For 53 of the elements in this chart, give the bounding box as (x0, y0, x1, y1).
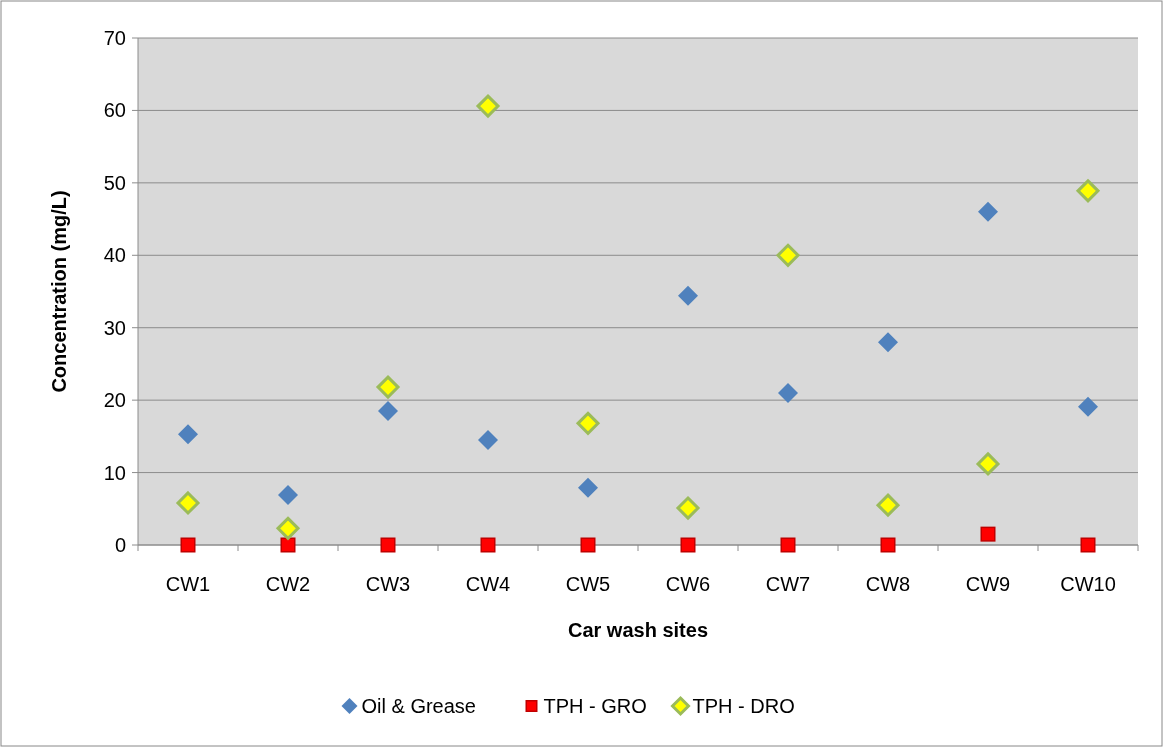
point (976, 452, 1000, 476)
point (378, 401, 398, 422)
y-tick-label: 10 (103, 461, 126, 484)
point (376, 375, 400, 399)
point (680, 537, 696, 553)
point (878, 332, 898, 353)
legend-label: TPH - GRO (543, 695, 647, 717)
x-tick-label: CW9 (965, 573, 1011, 595)
point (676, 496, 700, 520)
legend-label: Oil & Grease (361, 695, 476, 717)
point (880, 537, 896, 553)
y-tick-label: 20 (103, 389, 126, 412)
x-tick-label: CW6 (665, 573, 711, 595)
legend-label: TPH - DRO (692, 695, 795, 717)
point (576, 411, 600, 435)
x-tick-label: CW4 (465, 573, 511, 595)
y-tick-label: 30 (103, 316, 126, 339)
point (280, 537, 296, 553)
point (980, 526, 996, 542)
point (180, 537, 196, 553)
point (778, 382, 798, 403)
y-tick-label: 50 (103, 171, 126, 194)
x-tick-label: CW8 (865, 573, 911, 595)
x-tick-label: CW7 (765, 573, 811, 595)
point (276, 516, 300, 540)
x-tick-label: CW2 (265, 573, 311, 595)
point (176, 491, 200, 515)
x-axis-title: Car wash sites (567, 619, 709, 641)
point (678, 285, 698, 306)
point (476, 94, 500, 118)
point (1078, 396, 1098, 417)
point (978, 201, 998, 222)
point (278, 485, 298, 506)
y-tick-label: 60 (103, 99, 126, 122)
point (178, 424, 198, 445)
point (776, 243, 800, 267)
point (580, 537, 596, 553)
point (780, 537, 796, 553)
x-tick-label: CW5 (565, 573, 611, 595)
point (1076, 179, 1100, 203)
x-tick-label: CW1 (165, 573, 211, 595)
point (578, 477, 598, 498)
point (1080, 537, 1096, 553)
x-tick-label: CW10 (1060, 573, 1116, 595)
y-tick-label: 40 (103, 244, 126, 267)
y-tick-label: 0 (114, 534, 126, 556)
point (380, 537, 396, 553)
x-tick-label: CW3 (365, 573, 411, 595)
y-tick-label: 70 (103, 27, 126, 49)
point (478, 429, 498, 450)
point (480, 537, 496, 553)
point (876, 493, 900, 517)
y-axis-title: Concentration (mg/L) (48, 190, 70, 393)
